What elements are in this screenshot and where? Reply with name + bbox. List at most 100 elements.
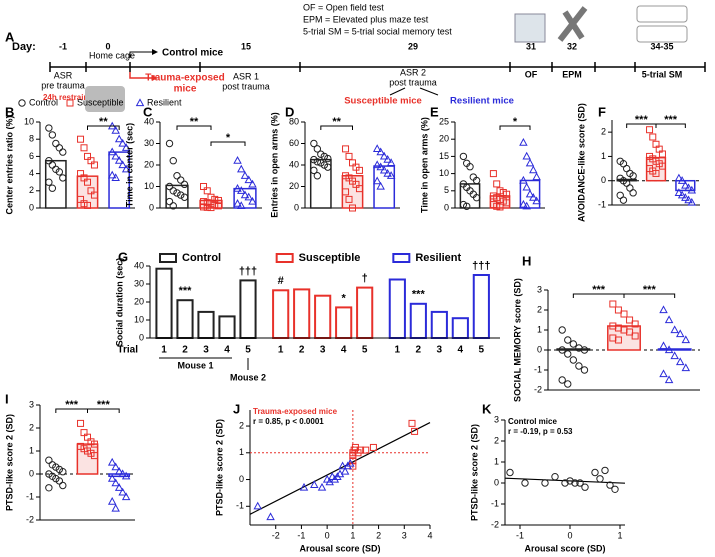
point xyxy=(581,483,589,491)
point xyxy=(55,168,64,176)
arrow-head xyxy=(152,49,158,55)
y-tick-label: 0 xyxy=(149,202,154,212)
point xyxy=(609,300,617,308)
point xyxy=(248,179,257,188)
significance: *** xyxy=(664,114,678,126)
point xyxy=(386,171,396,179)
point xyxy=(459,152,468,161)
event: ASR xyxy=(54,70,73,80)
legend-swatch xyxy=(159,253,177,263)
bar xyxy=(314,294,332,340)
point xyxy=(59,468,67,476)
point xyxy=(652,169,660,177)
point xyxy=(173,189,181,197)
x-tick-label: 1 xyxy=(278,345,284,356)
point xyxy=(169,202,177,210)
point xyxy=(342,145,350,153)
y-tick-label: 30 xyxy=(144,138,154,148)
x-tick-label: 2 xyxy=(182,345,188,356)
x-tick-label: -1 xyxy=(297,530,305,540)
x-tick-label: 1 xyxy=(395,345,401,356)
stats: r = 0.85, p < 0.0001 xyxy=(253,417,324,426)
point xyxy=(237,201,246,209)
x-tick-label: 5 xyxy=(245,345,251,356)
y-tick-label: 10 xyxy=(134,314,144,324)
point xyxy=(466,163,474,171)
point xyxy=(310,139,318,148)
significance: ††† xyxy=(472,260,490,272)
point xyxy=(200,183,208,190)
day: 34-35 xyxy=(650,41,673,51)
point xyxy=(569,340,578,348)
y-tick-label: 0 xyxy=(494,477,499,487)
point xyxy=(529,193,538,201)
legend-marker xyxy=(18,99,26,107)
point xyxy=(541,479,549,487)
test: EPM xyxy=(562,69,582,79)
significance: *** xyxy=(592,284,606,296)
y-axis-label: Time in open arms (%) xyxy=(419,117,429,213)
significance: † xyxy=(362,273,368,285)
point xyxy=(408,419,416,427)
x-tick-label: 2 xyxy=(416,345,422,356)
point xyxy=(211,195,219,203)
stats: r = -0.19, p = 0.53 xyxy=(508,427,573,436)
point xyxy=(472,193,481,202)
point xyxy=(244,192,253,201)
point xyxy=(558,346,566,354)
point xyxy=(681,335,691,344)
point xyxy=(677,176,687,184)
annotation: Control mice xyxy=(508,417,557,426)
point xyxy=(200,198,208,206)
significance: *** xyxy=(643,284,657,296)
significance: ** xyxy=(332,116,341,128)
point xyxy=(564,350,572,358)
y-tick-label: 20 xyxy=(134,296,144,306)
point xyxy=(521,479,529,487)
bar xyxy=(293,288,311,339)
point xyxy=(503,199,511,207)
point xyxy=(349,204,356,212)
y-tick-label: 2 xyxy=(537,304,542,314)
y-axis-label: PTSD-like score 2 (SD) xyxy=(469,424,479,521)
point xyxy=(411,427,419,435)
day: 32 xyxy=(567,41,577,51)
bar xyxy=(239,279,257,339)
point xyxy=(165,182,174,191)
point xyxy=(240,190,250,199)
point xyxy=(551,473,559,481)
point xyxy=(463,202,471,210)
y-tick-label: 2 xyxy=(494,435,499,445)
outcome: Susceptible mice xyxy=(344,96,422,107)
subject-label: Mouse 1 xyxy=(177,360,213,370)
bracket xyxy=(87,125,120,130)
point xyxy=(376,147,385,156)
y-tick-label: 1 xyxy=(494,456,499,466)
point xyxy=(203,203,211,211)
point xyxy=(299,482,309,491)
point xyxy=(522,201,531,210)
y-axis-label: Center entries ratio (%) xyxy=(4,115,14,214)
point xyxy=(233,199,242,207)
point xyxy=(357,446,365,454)
significance: # xyxy=(278,275,284,287)
point xyxy=(674,173,684,182)
x-tick-label: 3 xyxy=(437,345,443,356)
point xyxy=(566,477,574,485)
bracket xyxy=(623,293,676,298)
y-tick-label: 1 xyxy=(537,324,542,334)
point xyxy=(55,477,64,485)
x-tick-label: 3 xyxy=(320,345,326,356)
bar xyxy=(430,310,448,339)
y-tick-label: 2 xyxy=(601,127,606,137)
arrow xyxy=(129,51,152,58)
point xyxy=(564,336,572,344)
y-tick-label: 1 xyxy=(239,447,244,457)
point xyxy=(233,156,242,164)
point xyxy=(107,457,117,466)
day: 15 xyxy=(241,41,251,51)
point xyxy=(48,184,57,192)
significance: * xyxy=(226,132,231,144)
x-axis-label: Arousal score (SD) xyxy=(299,543,380,553)
y-tick-label: 40 xyxy=(289,159,299,169)
